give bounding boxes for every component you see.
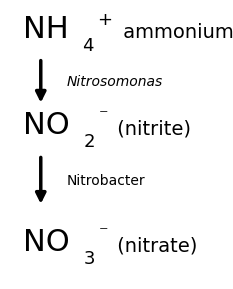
Text: NO: NO bbox=[23, 111, 70, 140]
Text: (nitrite): (nitrite) bbox=[111, 119, 191, 138]
Text: 3: 3 bbox=[84, 251, 95, 268]
Text: ammonium N: ammonium N bbox=[116, 23, 233, 42]
Text: NH: NH bbox=[23, 14, 69, 44]
Text: +: + bbox=[97, 11, 112, 29]
Text: 4: 4 bbox=[82, 37, 94, 55]
Text: Nitrosomonas: Nitrosomonas bbox=[66, 75, 163, 89]
Text: Nitrobacter: Nitrobacter bbox=[66, 174, 145, 188]
Text: ⁻: ⁻ bbox=[99, 225, 108, 242]
Text: ⁻: ⁻ bbox=[99, 108, 108, 125]
Text: 2: 2 bbox=[84, 134, 95, 151]
Text: NO: NO bbox=[23, 228, 70, 257]
Text: (nitrate): (nitrate) bbox=[111, 236, 197, 255]
